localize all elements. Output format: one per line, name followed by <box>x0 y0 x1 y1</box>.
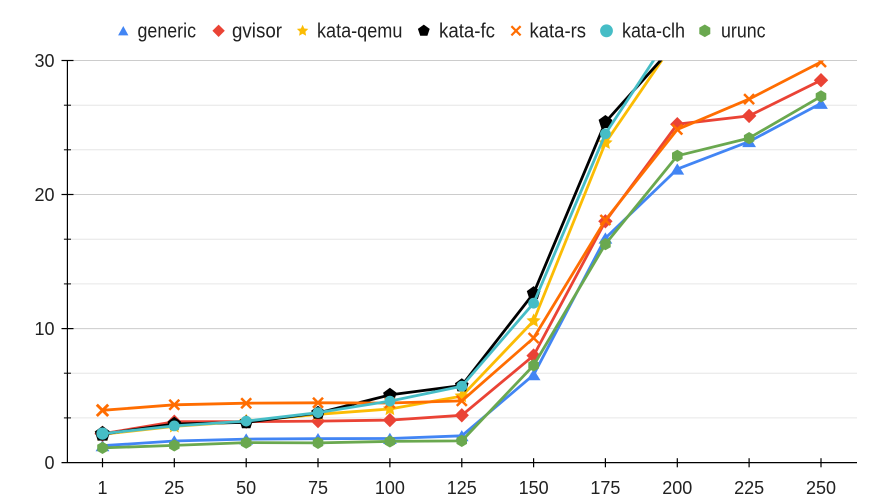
svg-text:75: 75 <box>308 478 328 498</box>
svg-text:225: 225 <box>734 478 764 498</box>
svg-text:0: 0 <box>44 453 54 473</box>
svg-text:25: 25 <box>164 478 184 498</box>
svg-text:urunc: urunc <box>721 21 766 43</box>
svg-text:kata-clh: kata-clh <box>622 21 685 43</box>
svg-text:200: 200 <box>662 478 692 498</box>
svg-text:175: 175 <box>590 478 620 498</box>
svg-text:50: 50 <box>236 478 256 498</box>
svg-text:kata-rs: kata-rs <box>530 21 587 43</box>
svg-text:20: 20 <box>34 185 54 205</box>
svg-text:250: 250 <box>806 478 836 498</box>
svg-text:generic: generic <box>138 21 197 43</box>
svg-text:1: 1 <box>97 478 107 498</box>
svg-text:150: 150 <box>519 478 549 498</box>
svg-text:125: 125 <box>447 478 477 498</box>
svg-text:30: 30 <box>34 51 54 71</box>
svg-text:100: 100 <box>375 478 405 498</box>
svg-text:10: 10 <box>34 319 54 339</box>
svg-text:kata-fc: kata-fc <box>439 21 495 43</box>
svg-text:kata-qemu: kata-qemu <box>317 21 402 43</box>
svg-text:gvisor: gvisor <box>232 21 282 43</box>
